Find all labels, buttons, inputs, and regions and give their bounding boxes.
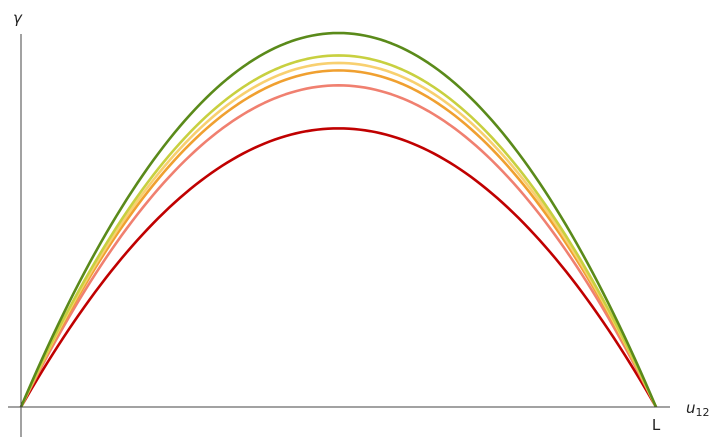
y-axis-label: γ [13, 9, 23, 27]
x-tick-label-1: L [652, 416, 661, 434]
series-line-6 [19, 31, 658, 408]
curves-group [19, 31, 658, 408]
x-axis-label: u12 [686, 399, 709, 419]
x-ticks-group: L [652, 416, 661, 434]
x-axis-label-subscript: 12 [696, 406, 709, 419]
series-line-5 [19, 54, 658, 408]
series-line-3 [19, 69, 658, 408]
series-line-1 [19, 127, 658, 408]
series-line-2 [19, 84, 658, 408]
x-axis-label-base: u [686, 399, 696, 417]
series-line-4 [19, 61, 658, 408]
